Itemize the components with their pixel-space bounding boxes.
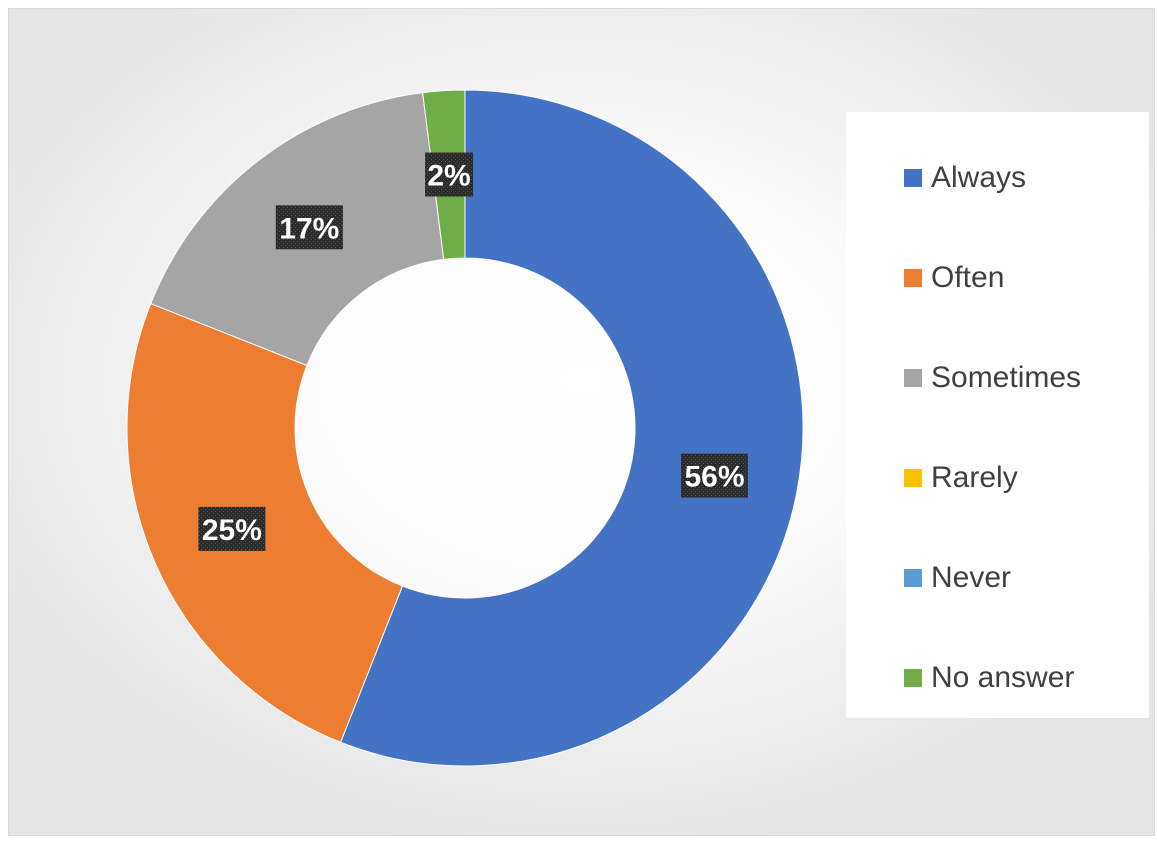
legend-swatch bbox=[904, 469, 922, 487]
legend-item-sometimes: Sometimes bbox=[904, 358, 1081, 398]
legend-label: Rarely bbox=[931, 461, 1018, 494]
data-label-often: 25% bbox=[198, 506, 266, 551]
legend-item-never: Never bbox=[904, 558, 1011, 598]
legend: Always Often Sometimes Rarely Never No answer bbox=[846, 112, 1149, 718]
doughnut-chart: 56% 25% 17% 2% bbox=[126, 89, 804, 767]
chart-area: 56% 25% 17% 2% Always Often Sometimes Rarely Ne… bbox=[8, 8, 1155, 836]
data-label-text: 56% bbox=[684, 461, 744, 494]
data-labels-group: 56% 25% 17% 2% bbox=[198, 152, 749, 551]
legend-swatch bbox=[904, 169, 922, 187]
legend-item-often: Often bbox=[904, 258, 1004, 298]
data-label-text: 25% bbox=[202, 514, 262, 547]
data-label-box bbox=[198, 506, 266, 551]
legend-item-rarely: Rarely bbox=[904, 458, 1018, 498]
data-label-box bbox=[275, 205, 343, 250]
legend-label: Often bbox=[931, 261, 1005, 294]
legend-label: Always bbox=[931, 161, 1027, 194]
legend-label: Never bbox=[931, 561, 1012, 594]
data-label-box bbox=[681, 453, 749, 498]
legend-swatch bbox=[904, 269, 922, 287]
legend-swatch bbox=[904, 369, 922, 387]
data-label-always: 56% bbox=[681, 453, 749, 498]
data-label-box bbox=[425, 152, 474, 197]
data-label-text: 2% bbox=[427, 160, 470, 193]
legend-label: No answer bbox=[931, 661, 1075, 694]
slice-always bbox=[339, 89, 804, 767]
legend-item-always: Always bbox=[904, 158, 1026, 198]
legend-item-no-answer: No answer bbox=[904, 658, 1074, 698]
legend-swatch bbox=[904, 569, 922, 587]
data-label-no-answer: 2% bbox=[425, 152, 474, 197]
legend-swatch bbox=[904, 669, 922, 687]
data-label-sometimes: 17% bbox=[275, 205, 343, 250]
data-label-text: 17% bbox=[279, 212, 339, 245]
legend-label: Sometimes bbox=[931, 361, 1082, 394]
